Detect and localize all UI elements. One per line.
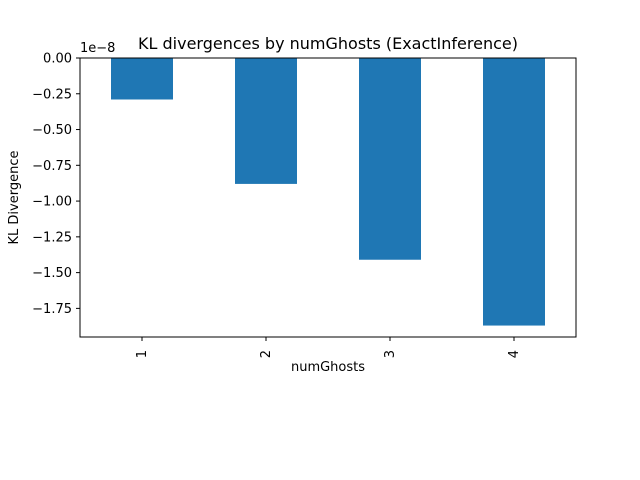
bar-3 — [359, 58, 421, 260]
y-tick-label: −0.25 — [32, 87, 72, 102]
y-tick-label: −0.75 — [32, 159, 72, 174]
x-tick-label: 3 — [383, 350, 398, 358]
y-tick-label: −1.00 — [32, 195, 72, 210]
y-tick-label: 0.00 — [43, 52, 72, 67]
x-tick-label: 1 — [135, 350, 150, 358]
bar-1 — [111, 58, 173, 100]
y-axis-offset-label: 1e−8 — [80, 41, 115, 56]
y-axis: 0.00 −0.25 −0.50 −0.75 −1.00 −1.25 −1.50 −1.75 — [32, 52, 80, 317]
x-tick-label: 4 — [507, 350, 522, 358]
plot-area-frame — [79, 57, 577, 338]
chart-title: KL divergences by numGhosts (ExactInfere… — [138, 34, 518, 53]
x-tick-label: 2 — [259, 350, 274, 358]
bar-2 — [235, 58, 297, 184]
y-axis-label: KL Divergence — [7, 151, 22, 245]
x-axis: 1 2 3 4 — [135, 337, 522, 358]
y-tick-label: −1.75 — [32, 302, 72, 317]
bars-group — [111, 58, 545, 326]
x-axis-label: numGhosts — [291, 360, 365, 375]
y-tick-label: −1.50 — [32, 266, 72, 281]
bar-4 — [483, 58, 545, 326]
y-tick-label: −1.25 — [32, 230, 72, 245]
y-tick-label: −0.50 — [32, 123, 72, 138]
